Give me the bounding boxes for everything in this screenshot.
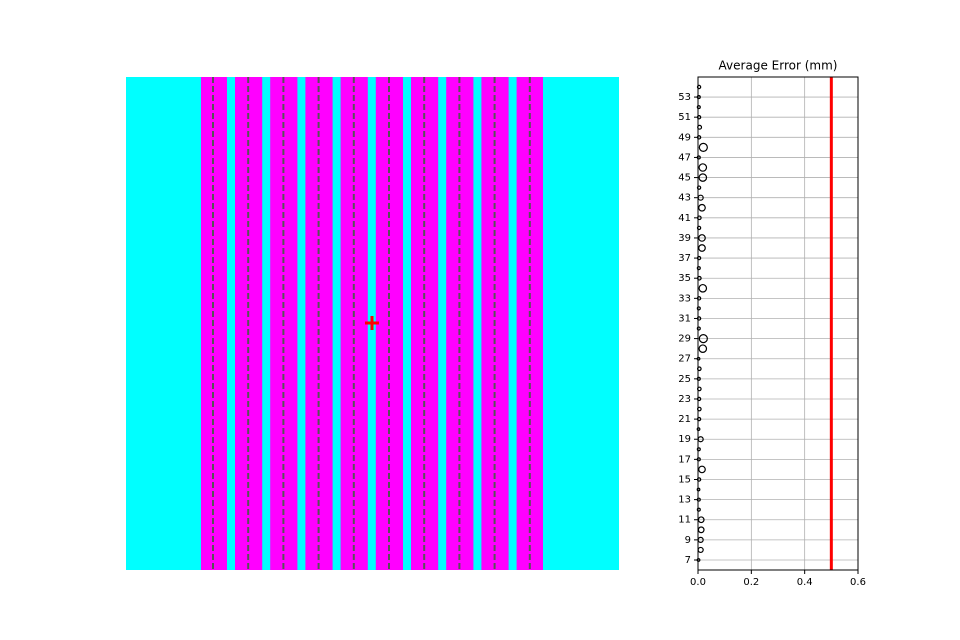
y-tick-label: 37 — [678, 253, 691, 264]
point — [696, 326, 701, 331]
point — [696, 296, 702, 301]
x-tick-label: 0.0 — [690, 577, 706, 588]
axes-frame — [697, 76, 859, 571]
y-tick-label: 43 — [678, 193, 691, 204]
point — [698, 163, 708, 172]
point — [696, 558, 701, 562]
point — [696, 396, 702, 402]
point — [696, 114, 702, 120]
y-tick-label: 27 — [678, 354, 691, 365]
y-tick-label: 53 — [678, 92, 691, 103]
point — [697, 546, 704, 554]
cyan-stripe — [473, 77, 482, 570]
point — [696, 155, 701, 160]
y-tick-label: 35 — [678, 273, 691, 284]
point — [696, 507, 701, 512]
y-tick-label: 39 — [678, 233, 691, 244]
point — [696, 356, 701, 361]
cyan-stripe — [262, 77, 271, 570]
point — [698, 333, 708, 344]
cyan-stripe — [297, 77, 306, 570]
point — [696, 225, 702, 231]
point — [696, 416, 702, 422]
cyan-stripe — [403, 77, 411, 570]
point — [698, 142, 708, 152]
cyan-stripe — [227, 77, 235, 570]
point — [696, 84, 702, 90]
point — [698, 465, 706, 474]
chart-title: Average Error (mm) — [719, 59, 838, 73]
point — [698, 203, 706, 212]
point — [696, 255, 702, 261]
point — [696, 185, 702, 190]
point — [696, 427, 701, 432]
point — [696, 135, 702, 140]
cyan-stripe — [438, 77, 447, 570]
cyan-stripe — [508, 77, 517, 570]
point — [696, 306, 701, 311]
y-tick-label: 11 — [678, 515, 691, 526]
y-tick-label: 51 — [678, 112, 691, 123]
y-tick-label: 7 — [685, 555, 691, 566]
point — [697, 526, 705, 534]
y-tick-label: 21 — [678, 414, 691, 425]
y-tick-label: 47 — [678, 152, 691, 163]
y-tick-label: 13 — [678, 495, 691, 506]
point — [696, 447, 701, 452]
y-tick-label: 23 — [678, 394, 691, 405]
y-tick-label: 25 — [678, 374, 691, 385]
point — [696, 376, 701, 381]
x-tick-label: 0.6 — [850, 577, 866, 588]
point — [698, 344, 708, 353]
y-tick-label: 31 — [678, 313, 691, 324]
center-marker — [365, 316, 379, 330]
x-tick-label: 0.2 — [743, 577, 759, 588]
point — [696, 266, 701, 271]
point — [696, 95, 701, 100]
point — [696, 316, 702, 321]
point — [696, 457, 701, 462]
y-tick-label: 45 — [678, 173, 691, 184]
y-tick-label: 9 — [685, 535, 691, 546]
point — [698, 244, 706, 252]
y-tick-label: 41 — [678, 213, 691, 224]
point — [696, 477, 702, 482]
y-tick-label: 15 — [678, 474, 691, 485]
point — [698, 283, 708, 293]
point — [696, 105, 701, 110]
point — [696, 497, 701, 502]
cyan-stripe — [543, 77, 552, 570]
cyan-stripe — [332, 77, 341, 570]
y-tick-label: 49 — [678, 132, 691, 143]
x-tick-label: 0.4 — [797, 577, 813, 588]
y-tick-label: 33 — [678, 293, 691, 304]
y-tick-label: 17 — [678, 454, 691, 465]
y-tick-label: 29 — [678, 334, 691, 345]
point — [696, 487, 701, 492]
point — [698, 234, 706, 242]
point — [698, 173, 708, 182]
y-tick-label: 19 — [678, 434, 691, 445]
